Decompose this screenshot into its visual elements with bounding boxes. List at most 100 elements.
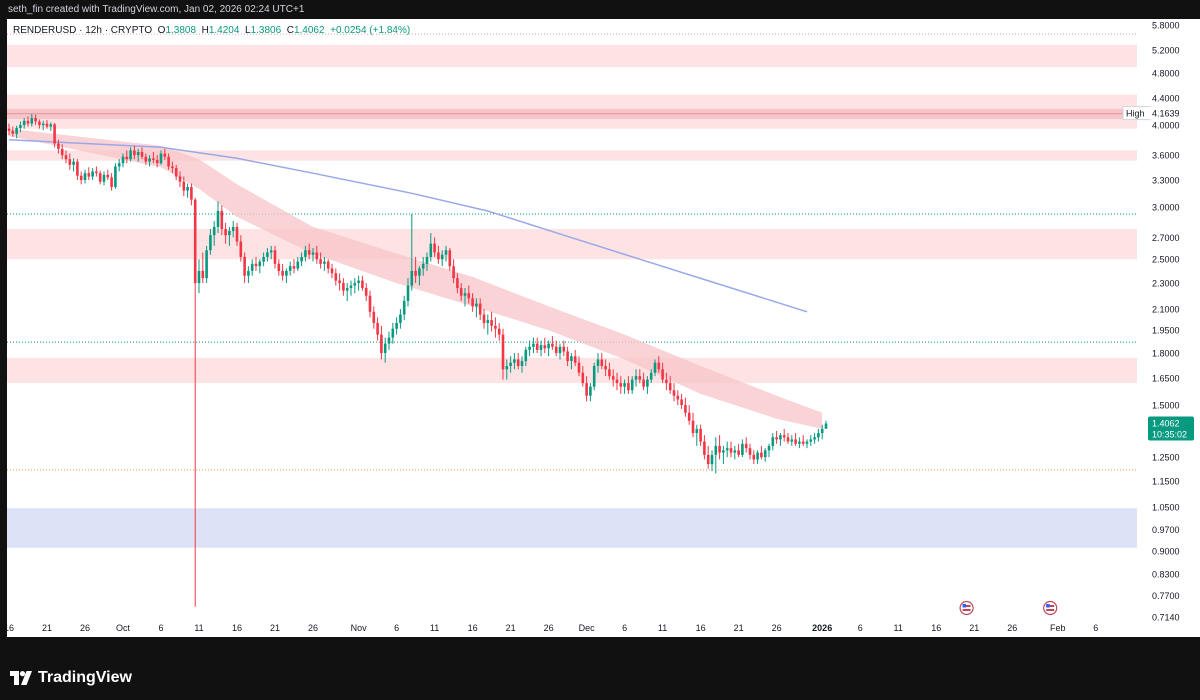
candle [729, 441, 733, 458]
candle [630, 376, 634, 394]
candle [463, 288, 467, 307]
price-chart[interactable]: 5.8000 5.2000 4.8000 4.4000 4.0000 3.6000 3.30… [7, 19, 1200, 637]
flag-circle [1043, 600, 1058, 616]
candle-body [304, 250, 307, 257]
tradingview-logo-icon [10, 671, 32, 685]
candle [304, 245, 307, 262]
x-tick-label: 6 [622, 623, 627, 633]
candle [706, 445, 710, 469]
candle-body [509, 362, 512, 367]
candle-body [205, 250, 208, 279]
candle-body [691, 420, 695, 434]
candle-body [600, 359, 604, 367]
candle [642, 372, 645, 391]
x-tick-label: Nov [351, 623, 368, 633]
high-zone [7, 108, 1137, 119]
candle-body [334, 273, 338, 281]
candle [790, 435, 794, 446]
y-tick-label: 1.6500 [1152, 373, 1180, 383]
change-value: +0.0254 (+1.84%) [330, 25, 411, 36]
candle-body [486, 320, 490, 323]
candle [102, 171, 106, 186]
y-tick-label: 0.7700 [1152, 591, 1180, 601]
candle-body [406, 285, 410, 301]
candle-body [136, 151, 140, 156]
candle-body [706, 454, 710, 465]
candle-body [494, 325, 497, 329]
candle [737, 443, 740, 458]
candle-body [281, 270, 284, 276]
candle-body [490, 320, 493, 326]
candle-body [91, 171, 94, 177]
candle-body [699, 428, 702, 442]
candle [26, 116, 30, 127]
candle [15, 125, 18, 139]
candle-body [117, 163, 121, 167]
candle [262, 252, 265, 267]
candle-body [125, 156, 129, 160]
candle-body [26, 120, 30, 124]
candle [478, 298, 482, 321]
candle [657, 356, 661, 373]
y-tick-label: 0.9700 [1152, 525, 1180, 535]
candle-body [49, 124, 53, 127]
candle-body [433, 243, 436, 253]
candle-body [767, 445, 771, 451]
x-tick-label: 11 [430, 623, 439, 633]
high-label: H [201, 25, 209, 36]
candle [171, 161, 174, 174]
candle [49, 122, 53, 131]
low-label: L [245, 25, 251, 36]
candle [60, 144, 64, 160]
tradingview-logo[interactable]: TradingView [10, 669, 132, 687]
candle-body [79, 175, 83, 180]
candle-body [300, 256, 303, 262]
candle [798, 437, 801, 449]
candle-body [148, 158, 151, 162]
candle-body [338, 280, 341, 284]
candle-body [672, 390, 676, 396]
candle [668, 376, 672, 394]
candle [577, 356, 581, 377]
candle-body [604, 366, 607, 370]
candle-body [627, 383, 630, 391]
candle [106, 169, 110, 180]
candle [649, 369, 653, 384]
x-tick-label: 16 [696, 623, 706, 633]
candle-body [258, 261, 262, 267]
chart-panel[interactable]: 5.8000 5.2000 4.8000 4.4000 4.0000 3.6000 3.30… [7, 19, 1200, 637]
y-tick-label: 0.9000 [1152, 546, 1180, 556]
candle-body [231, 226, 235, 232]
high-tag-label: High [1126, 109, 1145, 119]
candle [296, 256, 300, 271]
candle [152, 151, 155, 164]
candle [110, 173, 113, 191]
candle-body [482, 314, 486, 323]
candle-body [60, 148, 64, 156]
candle-body [159, 153, 163, 164]
footer-bar: TradingView [0, 658, 1200, 700]
us-flag-icon[interactable] [959, 600, 974, 616]
candle-body [801, 441, 805, 444]
candle-body [611, 376, 615, 380]
y-tick-label: 2.1000 [1152, 305, 1180, 315]
candle-body [452, 266, 455, 279]
x-tick-label: 26 [772, 623, 782, 633]
candle [444, 245, 448, 262]
candle [209, 228, 212, 255]
x-tick-label: 6 [158, 623, 163, 633]
candle-body [513, 359, 516, 363]
y-tick-label: 1.8000 [1152, 349, 1180, 359]
candle [380, 325, 383, 360]
x-tick-label: Dec [579, 623, 596, 633]
candle [212, 220, 216, 246]
candle-body [429, 243, 433, 257]
candle [421, 256, 425, 276]
us-flag-icon[interactable] [1043, 600, 1058, 616]
candle [824, 420, 828, 429]
candle [429, 233, 433, 262]
candle-body [775, 437, 778, 440]
candle-body [684, 405, 687, 413]
candle [117, 159, 121, 172]
candle [425, 252, 429, 271]
